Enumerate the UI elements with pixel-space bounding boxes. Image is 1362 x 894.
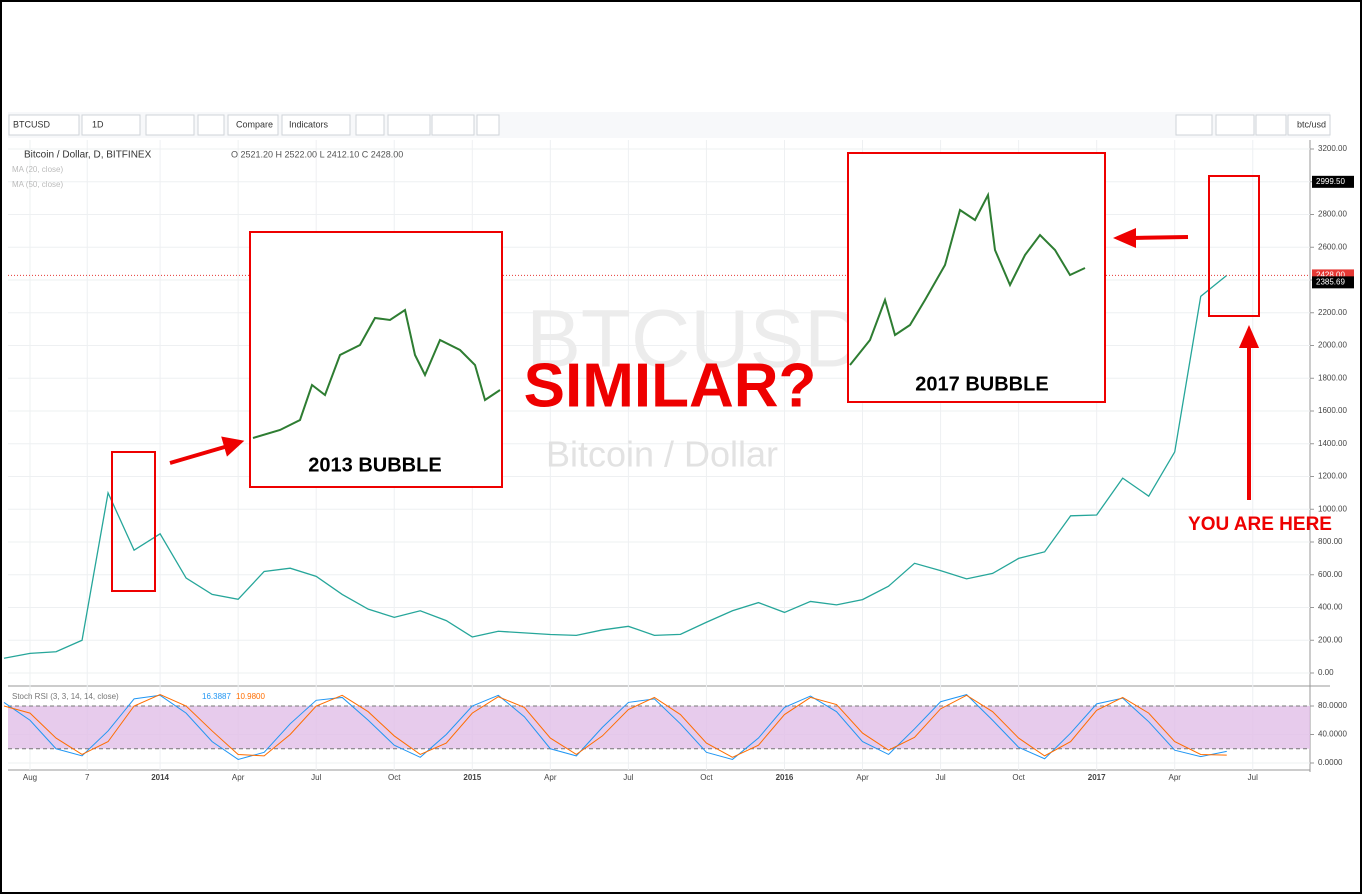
inset-2017 [847,152,1106,403]
price-line [3,694,1227,760]
inset-2017-price [849,191,1086,366]
x-tick-label: Apr [1168,773,1181,782]
y-tick-label: 40.0000 [1318,730,1347,739]
x-tick-label: Apr [856,773,869,782]
y-tick-label: 1000.00 [1318,504,1347,513]
alert[interactable] [355,114,385,136]
x-tick-label: Jul [935,773,945,782]
x-tick-label: 7 [85,773,90,782]
symbol: BTCUSD [13,119,51,129]
symbol-box[interactable] [8,114,80,136]
stoch-band [8,706,1310,749]
x-tick-label: 2016 [776,773,794,782]
price-label-box [1312,276,1354,289]
study-ma50: MA (50, close) [12,180,63,189]
layout-name-box[interactable] [1287,114,1331,136]
indicators-button[interactable] [281,114,351,136]
x-tick-label: Jul [623,773,633,782]
ideas[interactable] [387,114,431,136]
undo-redo[interactable] [431,114,475,136]
x-tick-label: Apr [232,773,245,782]
x-tick-label: 2014 [151,773,169,782]
y-tick-label: 80.0000 [1318,701,1347,710]
stoch-d: 10.9800 [236,692,265,701]
highlight-2017 [1208,175,1260,317]
arrows [169,227,1260,500]
x-tick-label: Oct [700,773,713,782]
indicators[interactable]: Indicators [289,119,329,129]
y-tick-label: 1200.00 [1318,472,1347,481]
price-label: 2999.50 [1316,177,1345,186]
layout-button[interactable] [1175,114,1213,136]
compare-button[interactable] [227,114,279,136]
y-tick-label: 800.00 [1318,537,1343,546]
price-label: 2385.69 [1316,277,1345,286]
stoch-title: Stoch RSI (3, 3, 14, 14, close) [12,692,119,701]
y-tick-label: 0.00 [1318,668,1334,677]
fullscreen[interactable] [476,114,500,136]
legend-title: Bitcoin / Dollar, D, BITFINEX [24,150,152,161]
cloud-save[interactable] [1255,114,1287,136]
price-line [3,274,1228,659]
arrow [169,444,229,465]
y-tick-label: 0.0000 [1318,758,1343,767]
inset-2013-price [252,308,501,439]
y-tick-label: 2200.00 [1318,308,1347,317]
y-tick-label: 600.00 [1318,570,1343,579]
toolbar: BTCUSD 1D Compare Indicators btc/usd [8,112,1331,138]
arrow-head [1113,227,1136,249]
settings[interactable] [197,114,225,136]
y-tick-label: 3200.00 [1318,144,1347,153]
x-tick-label: Apr [544,773,557,782]
highlight-2013 [111,451,156,592]
stoch-k: 16.3887 [202,692,231,701]
x-tick-label: Oct [1012,773,1025,782]
inset-2013 [249,231,503,488]
y-tick-label: 2600.00 [1318,242,1347,251]
study-ma20: MA (20, close) [12,165,63,174]
y-tick-label: 2800.00 [1318,210,1347,219]
x-tick-label: 2015 [463,773,481,782]
interval-box[interactable] [81,114,141,136]
price-line [3,694,1227,758]
compare[interactable]: Compare [236,119,273,129]
x-tick-label: Jul [1248,773,1258,782]
arrow-head [221,436,245,457]
y-tick-label: 2000.00 [1318,341,1347,350]
y-tick-label: 1800.00 [1318,373,1347,382]
you-are-here: YOU ARE HERE [1188,514,1332,535]
label-2017: 2017 BUBBLE [915,373,1048,395]
watermark-name: Bitcoin / Dollar [546,434,778,475]
price-label: 2428.00 [1316,271,1345,280]
x-tick-label: Oct [388,773,401,782]
label-2013: 2013 BUBBLE [308,454,441,476]
y-tick-label: 1400.00 [1318,439,1347,448]
question: SIMILAR? [524,351,817,420]
chart-style[interactable] [145,114,195,136]
y-tick-label: 400.00 [1318,603,1343,612]
interval: 1D [92,119,104,129]
price-label-box [1312,175,1354,188]
legend-ohlc: O 2521.20 H 2522.00 L 2412.10 C 2428.00 [231,149,403,159]
y-tick-label: 200.00 [1318,635,1343,644]
y-tick-label: 1600.00 [1318,406,1347,415]
x-tick-label: Aug [23,773,37,782]
x-tick-label: Jul [311,773,321,782]
arrow-head [1238,325,1260,348]
arrow [1131,235,1189,240]
layout-name: btc/usd [1297,119,1326,129]
annotations: 2013 BUBBLE 2017 BUBBLE SIMILAR? YOU ARE… [111,152,1332,592]
cloud-load[interactable] [1215,114,1255,136]
x-tick-label: 2017 [1088,773,1106,782]
